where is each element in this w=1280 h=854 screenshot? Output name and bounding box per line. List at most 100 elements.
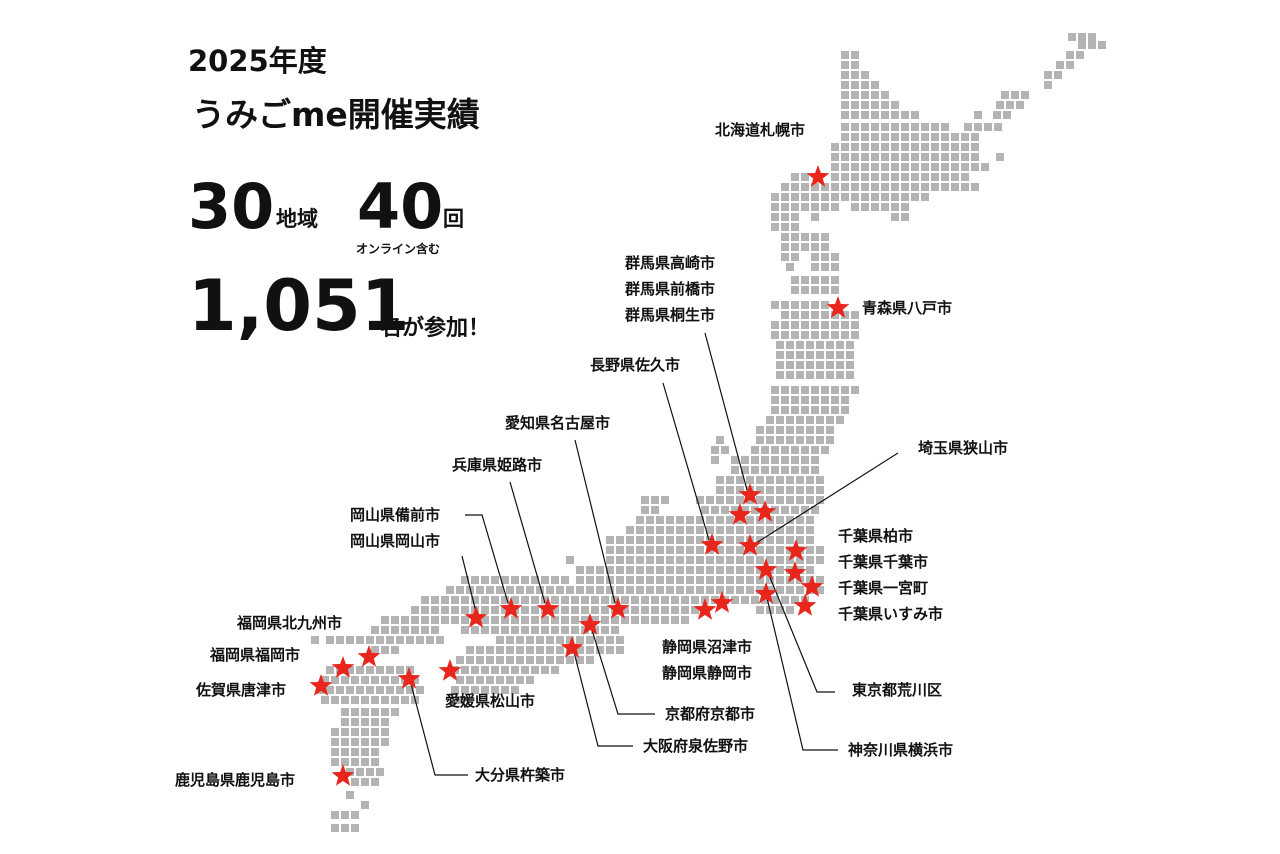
land-cell bbox=[566, 636, 574, 644]
land-cell bbox=[466, 646, 474, 654]
land-cell bbox=[841, 386, 849, 394]
land-cell bbox=[616, 536, 624, 544]
land-cell bbox=[341, 708, 349, 716]
star-icon bbox=[728, 503, 752, 525]
land-cell bbox=[801, 406, 809, 414]
land-cell bbox=[931, 183, 939, 191]
land-cell bbox=[371, 778, 379, 786]
land-cell bbox=[826, 371, 834, 379]
land-cell bbox=[964, 123, 972, 131]
land-cell bbox=[341, 738, 349, 746]
land-cell bbox=[566, 556, 574, 564]
land-cell bbox=[696, 556, 704, 564]
land-cell bbox=[806, 371, 814, 379]
land-cell bbox=[691, 596, 699, 604]
land-cell bbox=[791, 193, 799, 201]
land-cell bbox=[471, 686, 479, 694]
land-cell bbox=[526, 636, 534, 644]
land-cell bbox=[616, 586, 624, 594]
land-cell bbox=[851, 81, 859, 89]
land-cell bbox=[726, 536, 734, 544]
land-cell bbox=[851, 173, 859, 181]
land-cell bbox=[641, 496, 649, 504]
land-cell bbox=[821, 233, 829, 241]
land-cell bbox=[781, 321, 789, 329]
land-cell bbox=[646, 526, 654, 534]
land-cell bbox=[766, 426, 774, 434]
land-cell bbox=[486, 586, 494, 594]
star-icon bbox=[783, 561, 807, 583]
land-cell bbox=[641, 616, 649, 624]
star-icon bbox=[331, 764, 355, 786]
land-cell bbox=[776, 606, 784, 614]
label-kyoto: 京都府京都市 bbox=[665, 705, 756, 723]
land-cell bbox=[611, 626, 619, 634]
land-cell bbox=[726, 586, 734, 594]
land-cell bbox=[831, 286, 839, 294]
land-cell bbox=[771, 446, 779, 454]
land-cell bbox=[1088, 33, 1096, 41]
land-cell bbox=[481, 666, 489, 674]
land-cell bbox=[796, 526, 804, 534]
land-cell bbox=[826, 436, 834, 444]
land-cell bbox=[881, 173, 889, 181]
land-cell bbox=[811, 193, 819, 201]
land-cell bbox=[376, 768, 384, 776]
land-cell bbox=[726, 476, 734, 484]
land-cell bbox=[1066, 51, 1074, 59]
land-cell bbox=[796, 436, 804, 444]
star-icon bbox=[560, 636, 584, 658]
land-cell bbox=[811, 276, 819, 284]
land-cell bbox=[606, 546, 614, 554]
land-cell bbox=[776, 546, 784, 554]
land-cell bbox=[421, 606, 429, 614]
land-cell bbox=[541, 616, 549, 624]
land-cell bbox=[451, 596, 459, 604]
land-cell bbox=[994, 123, 1002, 131]
land-cell bbox=[581, 596, 589, 604]
land-cell bbox=[616, 566, 624, 574]
regions-unit: 地域 bbox=[276, 207, 318, 231]
land-cell bbox=[756, 606, 764, 614]
land-cell bbox=[891, 133, 899, 141]
land-cell bbox=[851, 71, 859, 79]
land-cell bbox=[556, 636, 564, 644]
land-cell bbox=[816, 341, 824, 349]
land-cell bbox=[381, 728, 389, 736]
land-cell bbox=[781, 456, 789, 464]
land-cell bbox=[831, 163, 839, 171]
land-cell bbox=[826, 361, 834, 369]
land-cell bbox=[601, 606, 609, 614]
land-cell bbox=[806, 361, 814, 369]
land-cell bbox=[411, 676, 419, 684]
land-cell bbox=[606, 576, 614, 584]
land-cell bbox=[791, 203, 799, 211]
land-cell bbox=[796, 556, 804, 564]
land-cell bbox=[501, 686, 509, 694]
land-cell bbox=[671, 616, 679, 624]
land-cell bbox=[786, 516, 794, 524]
land-cell bbox=[666, 586, 674, 594]
land-cell bbox=[556, 646, 564, 654]
land-cell bbox=[821, 301, 829, 309]
land-cell bbox=[781, 406, 789, 414]
land-cell bbox=[871, 183, 879, 191]
land-cell bbox=[851, 183, 859, 191]
land-cell bbox=[776, 496, 784, 504]
land-cell bbox=[696, 546, 704, 554]
land-cell bbox=[616, 556, 624, 564]
land-cell bbox=[586, 636, 594, 644]
land-cell bbox=[756, 436, 764, 444]
land-cell bbox=[861, 71, 869, 79]
regions-value: 30 bbox=[188, 170, 275, 243]
land-cell bbox=[651, 616, 659, 624]
star-icon bbox=[397, 667, 421, 689]
land-cell bbox=[846, 371, 854, 379]
land-cell bbox=[901, 153, 909, 161]
land-cell bbox=[811, 506, 819, 514]
land-cell bbox=[631, 616, 639, 624]
star-icon bbox=[754, 582, 778, 604]
star-icon bbox=[738, 534, 762, 556]
land-cell bbox=[831, 183, 839, 191]
land-cell bbox=[561, 606, 569, 614]
